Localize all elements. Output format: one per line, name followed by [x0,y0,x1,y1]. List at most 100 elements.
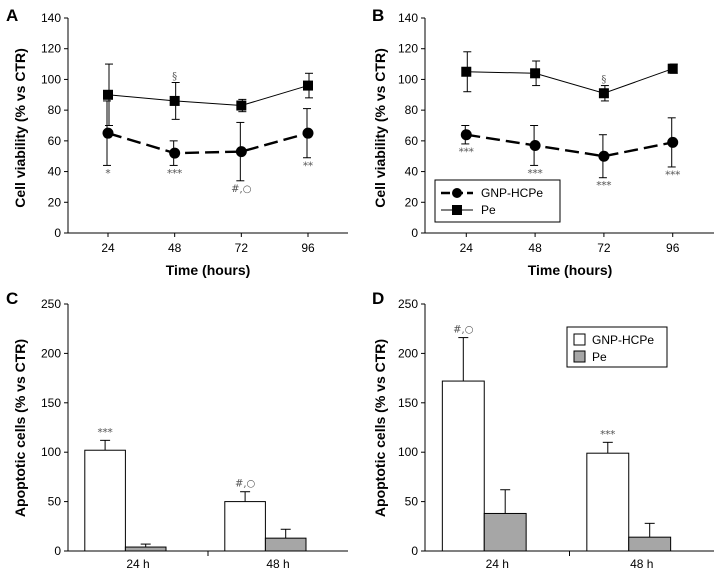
panel-a: A 0 20 40 60 80 100 120 140 Cell viability (% vs … [6,6,348,278]
y-tick-label: 100 [41,445,61,459]
panel-b: B 0 20 40 60 80 100 120 140 Cell viability (% vs … [372,6,714,278]
significance-label: *** [665,170,680,181]
data-point-square [667,63,678,74]
panel-d: D 0 50 100 150 200 250 Apoptotic cells (% vs CT… [372,289,714,571]
legend-label: GNP-HCPe [481,186,543,200]
legend-swatch [573,350,586,363]
y-tick-label: 0 [411,226,418,240]
y-tick-label: 250 [41,297,61,311]
bar-gnp-hcpe [441,380,485,552]
y-tick-label: 100 [398,445,418,459]
y-tick-label: 120 [398,42,418,56]
significance-label: #,○ [231,184,251,195]
x-tick-label: 72 [597,241,611,255]
significance-label: *** [459,147,474,158]
y-tick-label: 20 [405,195,419,209]
series-pe: § [461,51,678,102]
x-tick-label: 96 [666,241,680,255]
data-point-circle [169,147,181,159]
y-tick-label: 40 [405,165,419,179]
data-point-square [303,80,313,91]
bar-pe [124,546,167,552]
data-point-square [598,88,609,99]
significance-label: ** [303,161,313,172]
x-tick-label: 24 h [486,557,509,571]
y-tick-label: 140 [398,11,418,25]
legend: GNP-HCPe Pe [566,326,668,368]
significance-label: * [106,168,111,179]
significance-label: *** [167,168,182,179]
legend-label: Pe [481,203,496,217]
data-point-circle [460,129,472,141]
x-axis-title: Time (hours) [528,262,613,278]
data-point-circle [302,127,314,139]
significance-label: *** [528,168,543,179]
y-tick-label: 0 [54,544,61,558]
data-point-circle [667,136,679,148]
y-tick-label: 200 [398,346,418,360]
y-tick-label: 80 [48,103,62,117]
series-line [107,85,309,107]
bar-gnp-hcpe [586,452,630,552]
y-tick-label: 200 [41,346,61,360]
x-tick-label: 96 [301,241,315,255]
x-axis-title: Time (hours) [166,262,251,278]
y-tick-label: 0 [411,544,418,558]
panel-letter: C [6,289,18,308]
significance-label: § [601,75,606,86]
significance-label: § [172,72,177,83]
y-tick-label: 120 [41,42,61,56]
data-point-square [103,89,113,100]
series-gnp-hcpe: * ***#,○** [102,100,314,195]
y-tick-label: 100 [398,72,418,86]
bar-pe [628,536,672,552]
y-tick-label: 0 [54,226,61,240]
data-point-circle [235,146,247,158]
series-line [466,133,673,158]
series-line [107,132,309,155]
y-axis-title: Cell viability (% vs CTR) [12,48,28,207]
y-tick-label: 50 [48,495,62,509]
y-tick-label: 140 [41,11,61,25]
data-point-circle [102,127,114,139]
legend-marker-square [452,205,462,215]
x-tick-label: 72 [235,241,249,255]
series-pe: § [103,63,313,126]
x-tick-label: 24 h [126,557,149,571]
significance-label: *** [98,427,113,438]
legend-label: Pe [592,350,607,364]
data-point-circle [529,139,541,151]
y-axis-title: Apoptotic cells (% vs CTR) [12,339,28,517]
data-point-circle [598,150,610,162]
data-point-square [530,68,541,79]
bar-pe [264,537,307,552]
y-tick-label: 60 [405,134,419,148]
legend: GNP-HCPe Pe [434,179,561,223]
y-axis-title: Cell viability (% vs CTR) [372,48,388,207]
significance-label: *** [596,181,611,192]
panel-c: C 0 50 100 150 200 250 Apoptotic cells (% vs CT… [6,289,348,571]
y-tick-label: 100 [41,72,61,86]
significance-label: *** [600,429,615,440]
y-tick-label: 250 [398,297,418,311]
bar-pe [483,512,527,552]
bar-gnp-hcpe [224,501,266,552]
x-tick-label: 24 [101,241,115,255]
data-point-square [461,66,472,77]
data-point-square [169,95,180,106]
x-tick-label: 48 [168,241,182,255]
legend-label: GNP-HCPe [592,333,654,347]
y-tick-label: 60 [48,134,62,148]
legend-marker-circle [452,188,462,198]
y-axis-title: Apoptotic cells (% vs CTR) [372,339,388,517]
y-tick-label: 150 [41,396,61,410]
legend-swatch [573,333,586,346]
series-line [466,68,673,94]
panel-letter: B [372,6,384,25]
bar-gnp-hcpe [84,449,126,552]
y-tick-label: 20 [48,195,62,209]
panel-letter: D [372,289,384,308]
y-tick-label: 80 [405,103,419,117]
series-gnp-hcpe: *** *** *** *** [459,117,680,192]
